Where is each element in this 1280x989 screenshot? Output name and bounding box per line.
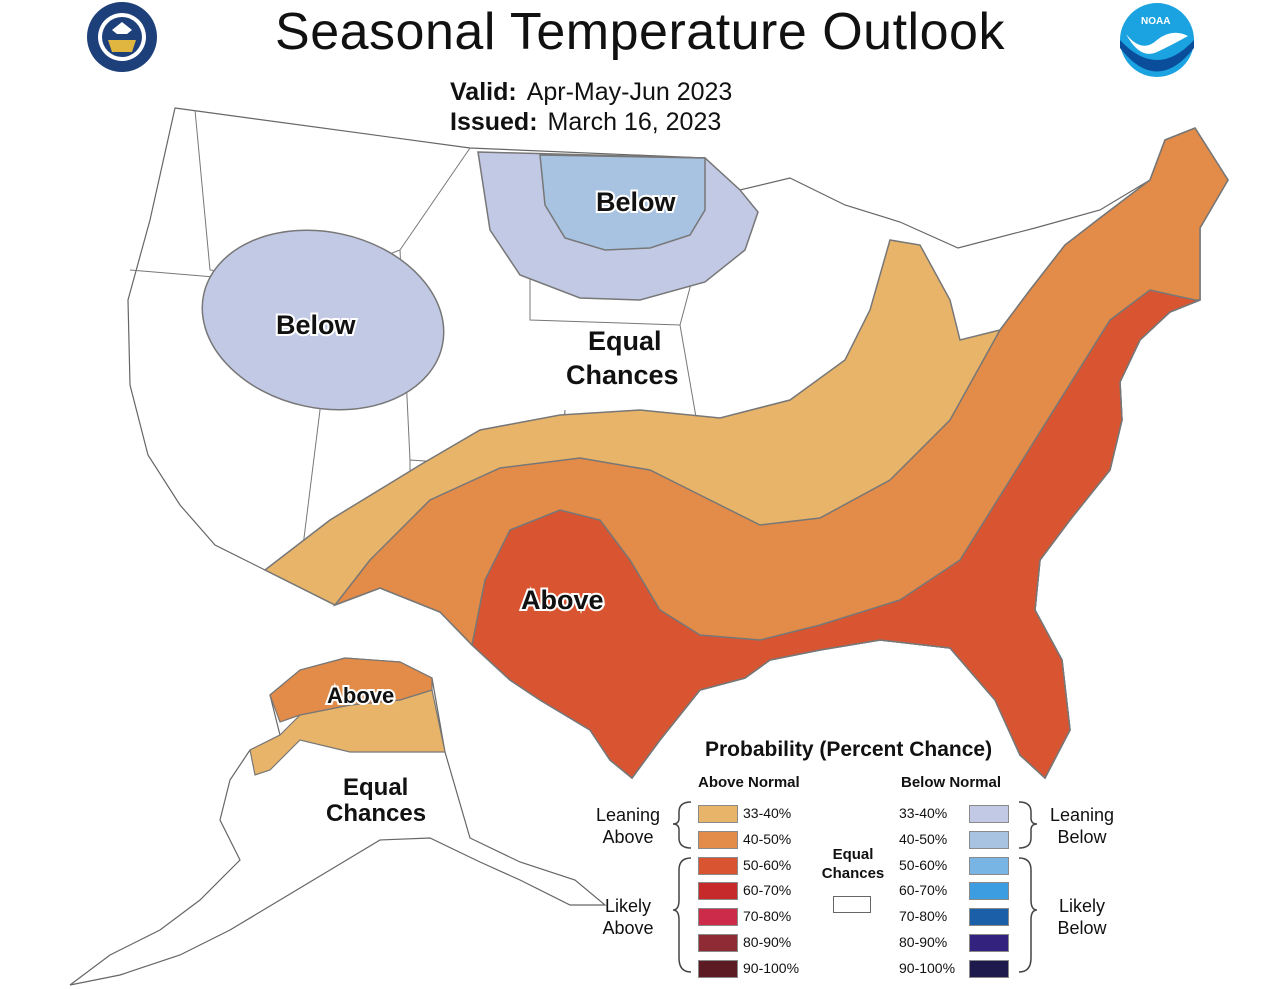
legend-braces-above (672, 801, 692, 973)
legend-below-header: Below Normal (901, 774, 1002, 791)
issued-value: March 16, 2023 (547, 108, 722, 136)
legend-above-percent-label: 60-70% (743, 882, 792, 899)
legend-below-percent-label: 70-80% (899, 908, 948, 925)
map-label-equal-1: Equal (588, 326, 662, 356)
map-label-above: Above (521, 585, 604, 615)
legend: Probability (Percent Chance) Above Norma… (585, 738, 1145, 983)
legend-below-percent-label: 50-60% (899, 856, 948, 873)
legend-leaning-below: Leaning Below (1049, 805, 1115, 847)
legend-above-row: 60-70% (698, 882, 818, 901)
valid-value: Apr-May-Jun 2023 (526, 78, 733, 106)
doc-seal-icon (87, 2, 157, 72)
map-label-alaska-above: Above (327, 683, 394, 708)
legend-below-row: 40-50% (899, 830, 1019, 849)
below-40-50-north-region (539, 154, 706, 251)
legend-likely-below: Likely Below (1057, 896, 1107, 938)
page-title: Seasonal Temperature Outlook (275, 3, 1005, 61)
legend-above-percent-label: 40-50% (743, 830, 792, 847)
legend-above-header: Above Normal (698, 774, 800, 791)
legend-above-row: 90-100% (698, 959, 818, 978)
legend-below-swatch (969, 959, 1009, 978)
issued-label: Issued: (450, 108, 538, 136)
legend-below-percent-label: 60-70% (899, 882, 948, 899)
issued-line: Issued: March 16, 2023 (450, 108, 721, 137)
legend-below-row: 60-70% (899, 882, 1019, 901)
legend-below-swatch (969, 934, 1009, 952)
legend-below-swatch (969, 882, 1009, 901)
alaska-40-50-region (269, 657, 433, 723)
legend-likely-above: Likely Above (602, 896, 654, 938)
legend-above-swatch (698, 882, 738, 901)
legend-below-row: 50-60% (899, 856, 1019, 875)
legend-below-swatch (969, 856, 1009, 875)
legend-below-swatch (969, 805, 1009, 823)
legend-above-swatch (698, 934, 738, 952)
legend-above-swatch (698, 830, 738, 849)
legend-above-percent-label: 80-90% (743, 934, 792, 950)
legend-above-percent-label: 33-40% (743, 805, 792, 821)
legend-below-swatch (969, 908, 1009, 927)
map-label-below-west: Below (276, 310, 357, 340)
legend-below-percent-label: 80-90% (899, 934, 948, 950)
map-label-alaska-equal-1: Equal (343, 774, 408, 801)
legend-above-percent-label: 70-80% (743, 908, 792, 925)
legend-above-percent-label: 90-100% (743, 959, 800, 976)
valid-line: Valid: Apr-May-Jun 2023 (450, 78, 732, 107)
legend-below-percent-label: 33-40% (899, 805, 948, 821)
legend-equal-chances: Equal Chances (821, 846, 885, 882)
legend-braces-below (1018, 801, 1038, 973)
legend-title: Probability (Percent Chance) (705, 738, 993, 761)
legend-above-row: 80-90% (698, 934, 818, 952)
legend-above-swatch (698, 908, 738, 927)
legend-below-percent-label: 90-100% (899, 959, 956, 976)
above-50-60-region (471, 289, 1201, 780)
legend-below-row: 80-90% (899, 934, 1019, 952)
legend-above-row: 33-40% (698, 805, 818, 823)
legend-leaning-above: Leaning Above (595, 805, 661, 847)
legend-below-row: 33-40% (899, 805, 1019, 823)
map-label-below-north: Below (596, 187, 677, 217)
legend-swatch-equal (833, 896, 871, 913)
legend-below-row: 90-100% (899, 959, 1019, 978)
legend-above-swatch (698, 805, 738, 823)
legend-below-swatch (969, 830, 1009, 849)
legend-below-percent-label: 40-50% (899, 830, 948, 847)
map-label-alaska-equal-2: Chances (326, 800, 426, 827)
legend-above-row: 70-80% (698, 908, 818, 927)
valid-label: Valid: (450, 78, 517, 106)
legend-above-row: 40-50% (698, 830, 818, 849)
legend-above-row: 50-60% (698, 856, 818, 875)
noaa-logo-text: NOAA (1141, 16, 1170, 27)
legend-above-swatch (698, 856, 738, 875)
legend-above-swatch (698, 959, 738, 978)
legend-above-percent-label: 50-60% (743, 856, 792, 873)
map-label-equal-2: Chances (566, 360, 679, 390)
legend-below-row: 70-80% (899, 908, 1019, 927)
below-33-40-west-region (201, 229, 445, 411)
noaa-logo-icon (1120, 3, 1194, 77)
